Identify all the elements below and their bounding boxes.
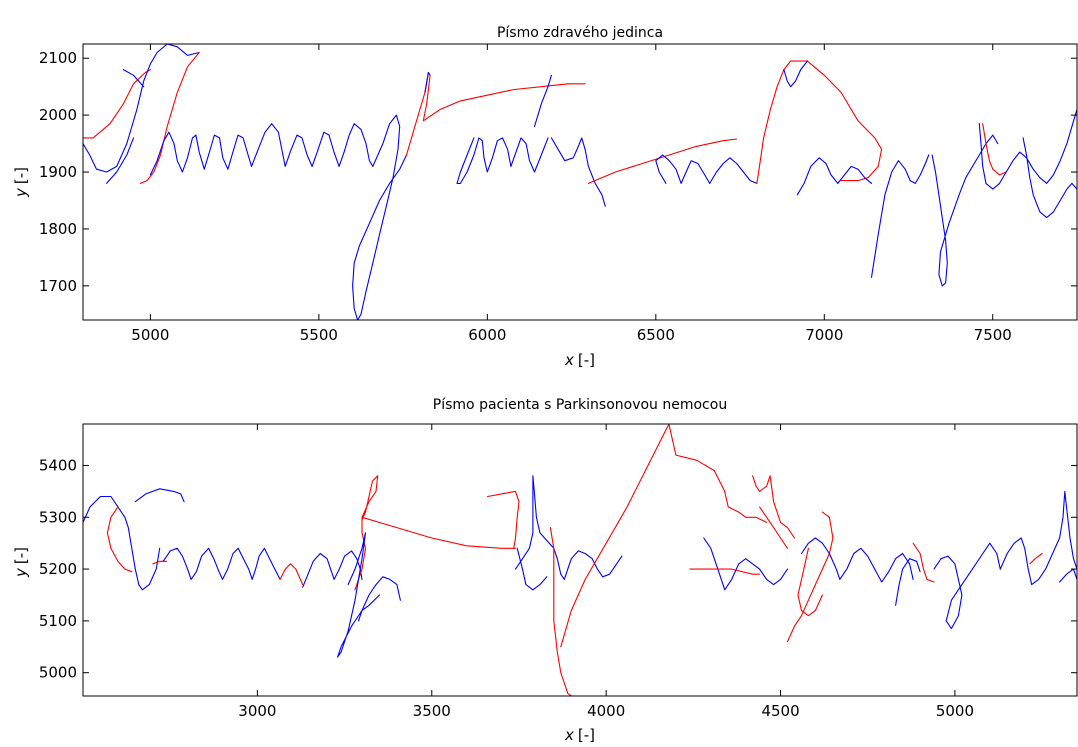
pen-stroke-24 [895, 558, 921, 606]
pen-stroke-13 [550, 137, 606, 207]
x-axis-var: x [564, 726, 574, 744]
pen-stroke-6 [250, 123, 374, 167]
in-air-stroke-14 [587, 138, 738, 184]
pen-stroke-13 [516, 547, 548, 591]
in-air-stroke-21 [797, 547, 823, 617]
y-tick-label: 5200 [39, 560, 77, 578]
x-axis-var: x [564, 351, 574, 369]
pen-stroke-16 [709, 157, 758, 184]
in-air-stroke-10 [361, 516, 517, 549]
in-air-stroke-11 [487, 490, 520, 549]
in-air-stroke-14 [549, 527, 572, 696]
y-axis-unit: [-] [12, 547, 30, 564]
y-axis-label: y [-] [12, 167, 30, 198]
y-tick-label: 5000 [39, 664, 77, 682]
pen-stroke-4 [162, 547, 281, 580]
chart-panel-parkinson: Písmo pacienta s Parkinsonovou nemocou x… [12, 397, 1078, 744]
x-tick-label: 3000 [238, 702, 276, 720]
in-air-stroke-20 [759, 506, 789, 549]
x-tick-label: 4500 [761, 702, 799, 720]
in-air-stroke-25 [912, 542, 935, 583]
pen-stroke-26 [933, 542, 1001, 630]
pen-stroke-1 [83, 44, 200, 173]
pen-stroke-6 [302, 550, 363, 588]
pen-stroke-18 [783, 60, 808, 88]
pen-stroke-11 [456, 137, 549, 184]
pen-stroke-17 [703, 537, 789, 591]
x-axis-label: x [-] [564, 726, 595, 744]
pen-stroke-19 [796, 157, 873, 196]
pen-stroke-23 [800, 537, 914, 583]
chart-title: Písmo pacienta s Parkinsonovou nemocou [433, 397, 727, 413]
chart-panel-healthy: Písmo zdravého jedinca x [-] y[-] 5000 550… [12, 25, 1078, 369]
in-air-stroke-22 [786, 511, 834, 643]
in-air-stroke-5 [279, 563, 304, 586]
pen-stroke-1 [134, 488, 185, 503]
y-tick-label: 1800 [39, 220, 77, 238]
plot-frame [82, 423, 1078, 697]
in-air-stroke-3 [152, 560, 168, 565]
x-axis-label: x [-] [564, 351, 595, 369]
y-tick-label: 1900 [39, 163, 77, 181]
y-axis-var: y [12, 187, 30, 198]
y-tick-label: 2000 [39, 106, 77, 124]
in-air-stroke-16 [668, 424, 768, 523]
in-air-stroke-22 [982, 123, 1007, 176]
pen-stroke-29 [1059, 568, 1077, 583]
pen-stroke-0 [83, 495, 161, 591]
pen-stroke-4 [106, 137, 135, 184]
y-tick-label: 2100 [39, 49, 77, 67]
y-axis-var: y [12, 567, 30, 578]
pen-stroke-20 [870, 154, 930, 278]
x-axis-unit: [-] [578, 351, 595, 369]
pen-stroke-9 [357, 594, 381, 622]
in-air-stroke-17 [756, 60, 883, 184]
y-axis-unit: [-] [12, 167, 30, 184]
y-tick-label: 5100 [39, 612, 77, 630]
x-axis-unit: [-] [578, 726, 595, 744]
y-axis-label: y [-] [12, 547, 30, 578]
in-air-stroke-15 [560, 424, 670, 648]
y-tick-label: 5400 [39, 456, 77, 474]
y-tick-label: 1700 [39, 277, 77, 295]
in-air-stroke-3 [139, 51, 200, 184]
in-air-stroke-28 [1029, 552, 1043, 565]
pen-stroke-12 [533, 74, 552, 128]
chart-title: Písmo zdravého jedinca [497, 25, 663, 41]
x-tick-label: 3500 [413, 702, 451, 720]
x-tick-label: 7000 [805, 326, 843, 344]
pen-stroke-8 [337, 532, 401, 658]
x-tick-label: 6000 [468, 326, 506, 344]
x-tick-label: 6500 [637, 326, 675, 344]
in-air-stroke-7 [354, 475, 379, 591]
x-tick-label: 4000 [587, 702, 625, 720]
in-air-stroke-18 [689, 568, 761, 575]
x-tick-label: 5500 [300, 326, 338, 344]
pen-stroke-27 [999, 490, 1077, 586]
pen-stroke-15 [655, 154, 711, 184]
x-tick-label: 5000 [131, 326, 169, 344]
pen-stroke-2 [122, 69, 145, 88]
y-tick-label: 5300 [39, 508, 77, 526]
pen-stroke-9 [424, 71, 431, 93]
in-air-stroke-19 [752, 475, 796, 539]
pen-stroke-12 [514, 475, 623, 580]
plot-frame [82, 43, 1078, 321]
in-air-stroke-10 [422, 74, 586, 122]
pen-stroke-23 [978, 108, 1077, 190]
pen-stroke-24 [1022, 137, 1077, 219]
pen-stroke-5 [149, 131, 253, 176]
series-group [83, 424, 1077, 696]
in-air-stroke-2 [106, 506, 133, 573]
x-tick-label: 7500 [974, 326, 1012, 344]
in-air-stroke-0 [83, 69, 151, 139]
pen-stroke-7 [352, 114, 408, 320]
series-group [83, 44, 1077, 320]
x-tick-label: 5000 [936, 702, 974, 720]
pen-stroke-21 [931, 134, 999, 287]
